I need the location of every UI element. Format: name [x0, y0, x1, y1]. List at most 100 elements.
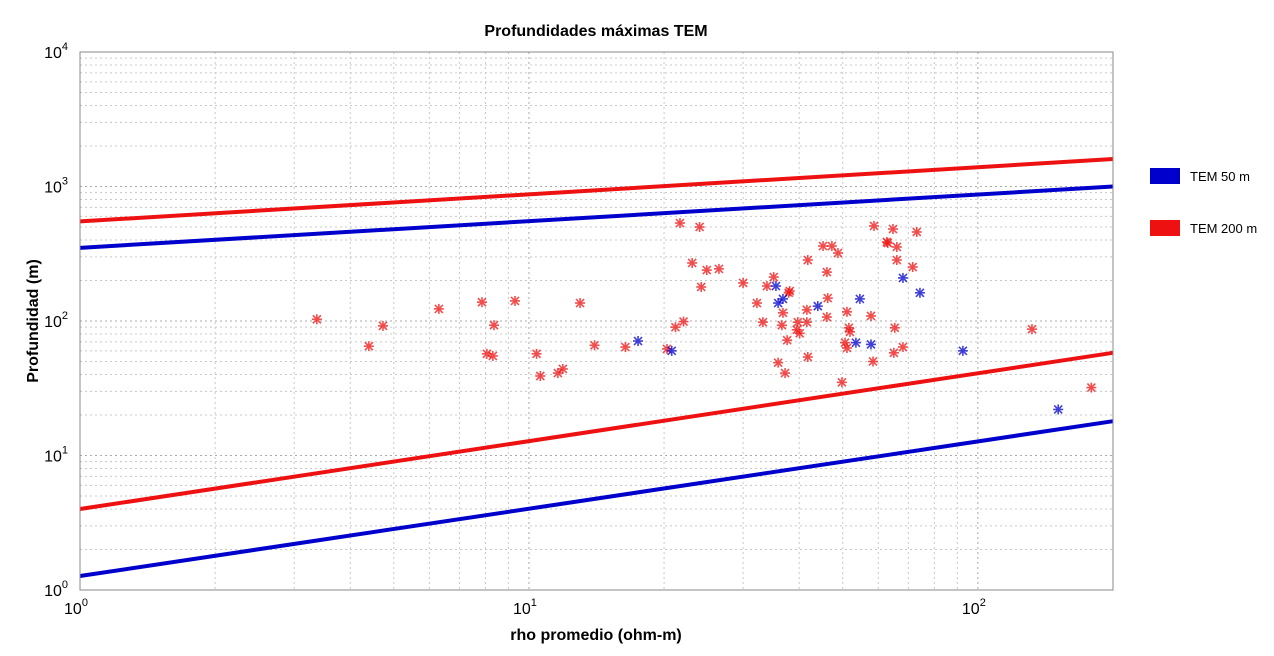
data-point [818, 241, 829, 252]
data-point [792, 317, 803, 328]
data-point [832, 248, 843, 259]
data-point [887, 224, 898, 235]
y-tick-label: 100 [44, 579, 68, 600]
legend-label: TEM 50 m [1190, 169, 1250, 184]
data-point [701, 265, 712, 276]
data-point [889, 322, 900, 333]
reference-line [79, 184, 1114, 250]
grid [79, 51, 1114, 591]
data-point [770, 281, 781, 292]
data-point [812, 301, 823, 312]
legend-swatch [1150, 168, 1180, 184]
data-point [713, 263, 724, 274]
data-point [1026, 324, 1037, 335]
data-point [666, 345, 677, 356]
data-point [489, 320, 500, 331]
tick-labels: 100 101 102 100 101 102 103 104 [44, 41, 986, 618]
data-point [694, 221, 705, 232]
data-point [865, 310, 876, 321]
data-point [377, 320, 388, 331]
legend: TEM 50 m TEM 200 m [1150, 168, 1257, 236]
legend-swatch [1150, 220, 1180, 236]
data-point [768, 272, 779, 283]
legend-label: TEM 200 m [1190, 221, 1257, 236]
data-point [801, 317, 812, 328]
data-point [914, 287, 925, 298]
reference-lines [79, 157, 1114, 579]
data-point [696, 281, 707, 292]
data-point [891, 241, 902, 252]
data-point [957, 345, 968, 356]
y-axis-label: Profundidad (m) [25, 259, 42, 383]
data-point [761, 281, 772, 292]
data-point [1053, 404, 1064, 415]
data-point [363, 341, 374, 352]
x-tick-label: 100 [64, 597, 88, 618]
data-point [911, 226, 922, 237]
x-axis-label: rho promedio (ohm-m) [510, 627, 682, 644]
data-point [841, 306, 852, 317]
data-point [687, 257, 698, 268]
data-point [751, 298, 762, 309]
data-point [844, 326, 855, 337]
y-tick-label: 104 [44, 41, 68, 62]
reference-line [79, 419, 1114, 579]
data-point [821, 267, 832, 278]
data-point [897, 272, 908, 283]
data-point [882, 238, 893, 249]
plot-frame [79, 51, 1114, 591]
data-point [865, 339, 876, 350]
data-point [868, 220, 879, 231]
data-point [1086, 382, 1097, 393]
data-point [888, 347, 899, 358]
data-point [821, 312, 832, 323]
reference-line [79, 350, 1114, 512]
data-point [678, 316, 689, 327]
data-point [836, 377, 847, 388]
data-point [531, 348, 542, 359]
data-point [433, 303, 444, 314]
y-tick-label: 101 [44, 445, 68, 466]
data-point [620, 342, 631, 353]
data-point [897, 342, 908, 353]
data-point [802, 351, 813, 362]
data-point [867, 356, 878, 367]
data-point [780, 368, 791, 379]
scatter-points [311, 218, 1097, 415]
data-point [801, 304, 812, 315]
data-point [476, 297, 487, 308]
data-point [850, 337, 861, 348]
data-point [773, 357, 784, 368]
data-point [841, 342, 852, 353]
x-tick-label: 102 [962, 597, 986, 618]
data-point [777, 307, 788, 318]
data-point [552, 368, 563, 379]
data-point [633, 336, 644, 347]
data-point [782, 335, 793, 346]
chart-title: Profundidades máximas TEM [484, 23, 707, 40]
data-point [757, 317, 768, 328]
data-point [557, 363, 568, 374]
data-point [738, 277, 749, 288]
data-point [802, 255, 813, 266]
data-point [589, 340, 600, 351]
data-point [891, 255, 902, 266]
reference-line [79, 157, 1114, 224]
y-tick-label: 102 [44, 310, 68, 331]
data-point [535, 371, 546, 382]
data-point [822, 293, 833, 304]
data-point [509, 295, 520, 306]
data-point [311, 314, 322, 325]
data-point [907, 262, 918, 273]
data-point [776, 320, 787, 331]
data-point [791, 324, 802, 335]
data-point [854, 293, 865, 304]
data-point [674, 218, 685, 229]
data-point [575, 298, 586, 309]
data-point [784, 286, 795, 297]
data-point [777, 293, 788, 304]
x-tick-label: 101 [513, 597, 537, 618]
y-tick-label: 103 [44, 176, 68, 197]
data-point [487, 350, 498, 361]
